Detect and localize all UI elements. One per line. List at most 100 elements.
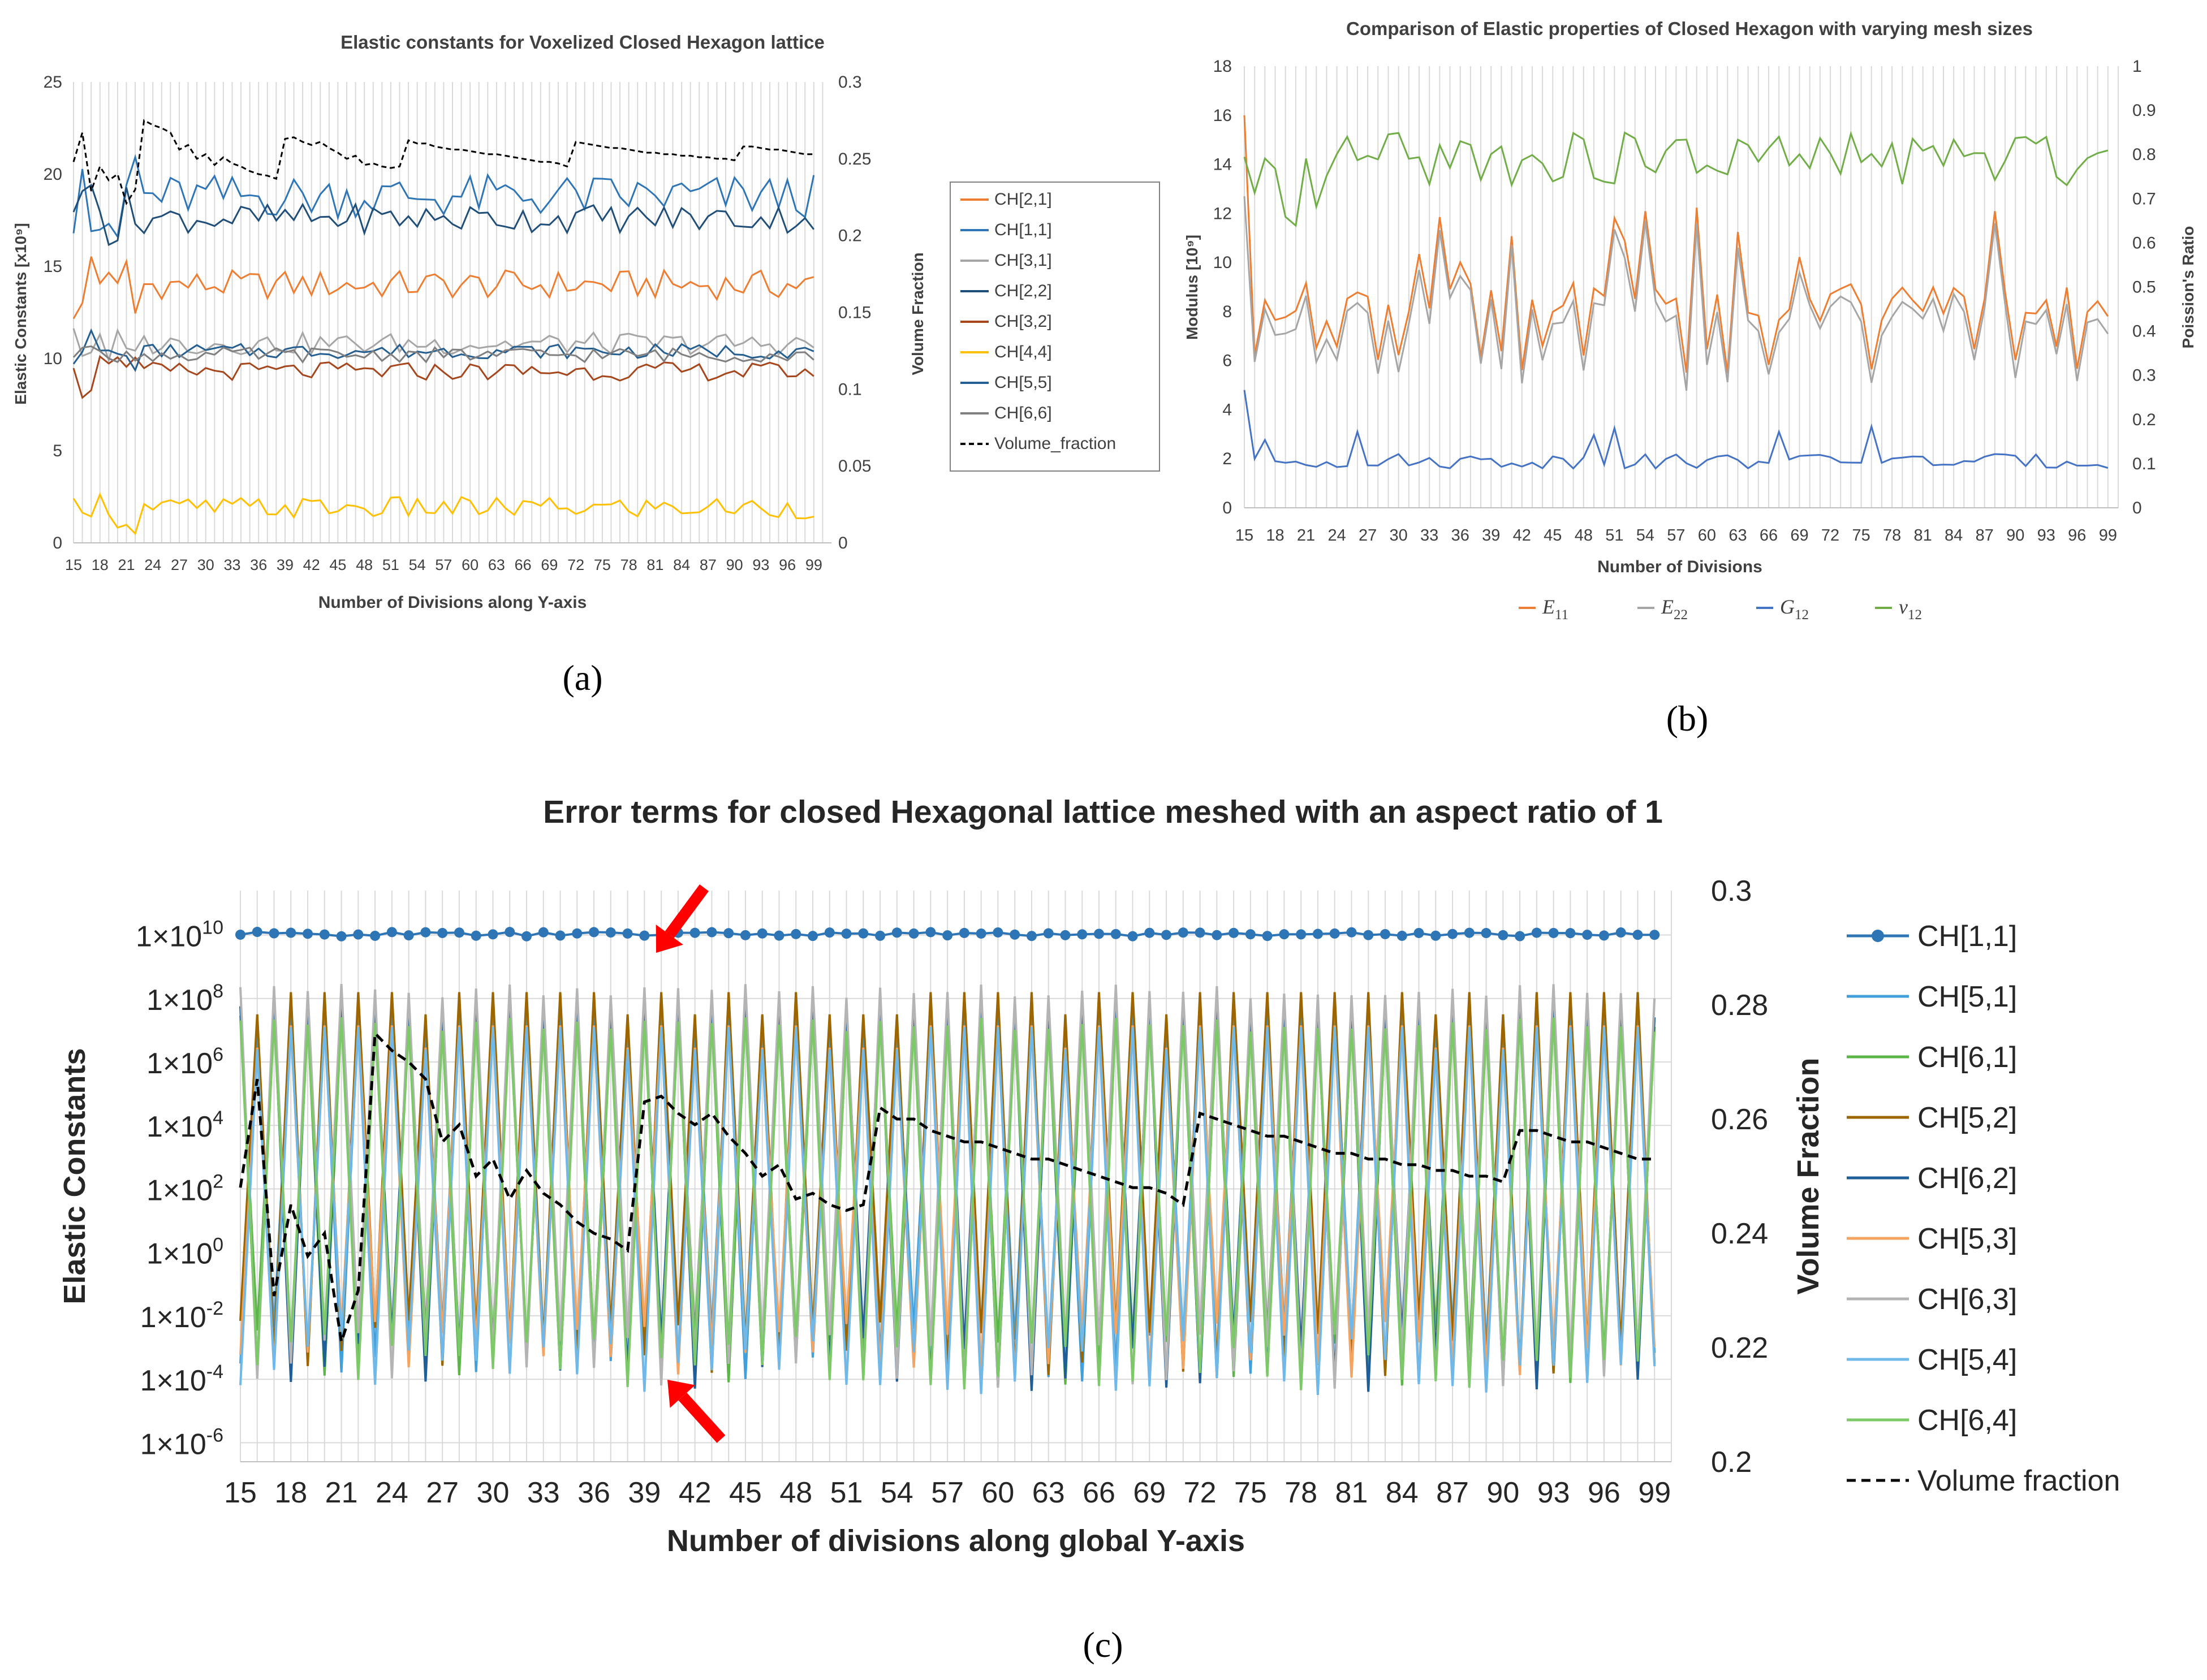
y2-tick-label: 0.3	[1711, 875, 1752, 908]
x-tick-label: 57	[1667, 526, 1685, 545]
series-marker	[437, 927, 448, 938]
x-tick-label: 33	[223, 556, 240, 573]
y-axis-title: Elastic Constants	[58, 1048, 92, 1304]
series-marker	[959, 927, 969, 938]
x-tick-label: 78	[620, 556, 637, 573]
y2-axis-title: Volume Fraction	[909, 252, 926, 375]
series-marker	[824, 927, 835, 938]
series-marker	[1178, 927, 1188, 938]
y2-tick-label: 0.26	[1711, 1103, 1768, 1136]
series-marker	[505, 927, 515, 938]
series-marker	[1582, 930, 1593, 940]
y-axis-title: Elastic Constants [x10⁹]	[12, 223, 29, 404]
x-tick-label: 27	[426, 1476, 459, 1509]
series-marker	[403, 930, 414, 941]
y2-tick-label: 0.7	[2132, 189, 2156, 208]
series-marker	[858, 928, 869, 939]
x-tick-label: 96	[779, 556, 796, 573]
series-marker	[1649, 930, 1660, 940]
series-marker	[1010, 929, 1020, 940]
series-marker	[572, 928, 583, 939]
y2-tick-label: 0.24	[1711, 1217, 1768, 1250]
series-line-ν12	[1243, 131, 2109, 227]
x-tick-label: 93	[752, 556, 769, 573]
x-tick-label: 75	[594, 556, 611, 573]
series-marker	[1195, 927, 1205, 938]
series-marker	[1396, 930, 1407, 941]
y2-tick-label: 0.3	[2132, 366, 2156, 385]
x-tick-label: 87	[1976, 526, 1994, 545]
x-tick-label: 81	[1914, 526, 1932, 545]
y-tick-label: 5	[53, 442, 62, 460]
x-tick-label: 15	[65, 556, 82, 573]
series-marker	[1144, 927, 1155, 938]
series-line-G12	[1243, 390, 2109, 470]
series-line-E22	[1243, 196, 2109, 391]
series-line-CH[2,2]	[72, 183, 814, 247]
x-tick-label: 75	[1234, 1476, 1267, 1509]
y-tick-label: 1×10-2	[140, 1298, 223, 1334]
x-tick-label: 48	[356, 556, 373, 573]
y2-tick-label: 0.6	[2132, 234, 2156, 252]
legend-label: ν12	[1899, 595, 1922, 623]
y-tick-label: 4	[1222, 400, 1232, 419]
series-marker	[993, 927, 1003, 938]
series-marker	[420, 927, 431, 938]
legend-label: CH[6,6]	[994, 404, 1052, 422]
x-axis-title: Number of Divisions along Y-axis	[318, 593, 587, 612]
y-tick-label: 1×108	[146, 981, 223, 1017]
x-tick-label: 81	[1335, 1476, 1368, 1509]
series-marker	[925, 927, 936, 938]
annotation-arrow-head	[667, 1380, 696, 1408]
x-tick-label: 90	[1486, 1476, 1519, 1509]
x-tick-label: 96	[1588, 1476, 1620, 1509]
legend-label: CH[4,4]	[994, 343, 1052, 361]
series-marker	[841, 928, 852, 939]
series-line-CH[5,4]	[239, 1027, 1656, 1395]
y-tick-label: 18	[1213, 57, 1232, 76]
y2-tick-label: 0.28	[1711, 989, 1768, 1022]
series-marker	[639, 930, 650, 941]
legend-label: CH[5,4]	[1917, 1344, 2017, 1376]
y2-tick-label: 0.1	[838, 380, 862, 399]
panel-a-label: (a)	[562, 658, 602, 698]
series-marker	[622, 928, 633, 939]
y-tick-label: 1×106	[146, 1044, 223, 1080]
legend-label: G12	[1780, 595, 1809, 623]
series-marker	[1498, 930, 1508, 940]
x-tick-label: 57	[435, 556, 452, 573]
y2-tick-label: 0.4	[2132, 322, 2156, 341]
y-tick-label: 1×10-6	[140, 1424, 223, 1461]
annotation-arrow	[665, 884, 709, 938]
y-tick-label: 6	[1222, 352, 1232, 370]
series-line-CH[3,2]	[72, 355, 814, 399]
x-tick-label: 21	[118, 556, 135, 573]
x-tick-label: 33	[527, 1476, 560, 1509]
x-tick-label: 42	[303, 556, 320, 573]
legend-label: CH[2,1]	[994, 190, 1052, 209]
x-tick-label: 60	[462, 556, 479, 573]
series-line-CH[4,4]	[72, 492, 814, 535]
series-marker	[1245, 929, 1256, 940]
series-marker	[286, 927, 296, 938]
series-line-Volume_fraction	[72, 119, 814, 206]
series-marker	[1565, 928, 1576, 939]
series-marker	[1212, 930, 1222, 940]
series-line-CH[5,5]	[72, 328, 814, 373]
x-tick-label: 84	[673, 556, 690, 573]
x-tick-label: 27	[1359, 526, 1377, 545]
y-tick-label: 1×1010	[136, 917, 223, 953]
x-tick-label: 78	[1883, 526, 1901, 545]
y2-tick-label: 0.25	[838, 150, 871, 169]
y-tick-label: 1×10-4	[140, 1361, 223, 1397]
x-tick-label: 66	[1760, 526, 1778, 545]
series-marker	[1464, 927, 1475, 938]
series-marker	[1531, 927, 1542, 938]
x-tick-label: 54	[409, 556, 426, 573]
series-marker	[1447, 928, 1458, 939]
panel-b-title: Comparison of Elastic properties of Clos…	[1346, 18, 2033, 39]
series-marker	[1548, 927, 1559, 938]
x-tick-label: 45	[729, 1476, 762, 1509]
x-tick-label: 39	[1482, 526, 1500, 545]
panel-b-label: (b)	[1666, 698, 1709, 738]
